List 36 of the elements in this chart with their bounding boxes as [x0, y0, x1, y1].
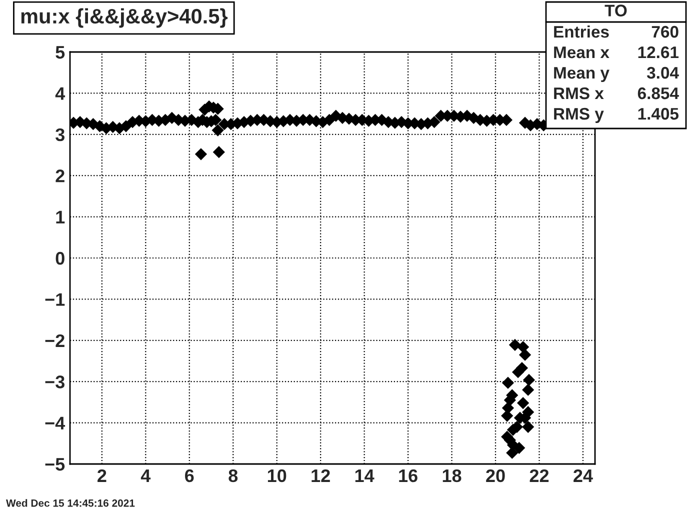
text: TO [604, 4, 627, 16]
text: 760 [652, 26, 678, 38]
y-tick-label: −2 [45, 334, 64, 347]
x-tick-label: 22 [530, 469, 549, 482]
y-tick-label: 3 [56, 128, 64, 142]
y-tick-label: −5 [45, 458, 65, 471]
x-tick-label: 8 [228, 469, 238, 482]
x-tick-label: 2 [98, 469, 106, 482]
y-tick-label: 4 [55, 87, 66, 100]
y-tick-label: −4 [45, 416, 66, 430]
x-tick-label: 24 [574, 469, 593, 482]
annotation: Mean y [554, 67, 610, 82]
text: 3.04 [646, 66, 679, 79]
x-tick-label: 14 [355, 470, 374, 482]
annotation: RMS x [554, 87, 604, 100]
chart-title: mu:x {i&&j&&y>40.5} [21, 8, 228, 28]
x-tick-label: 12 [312, 469, 330, 482]
annotation: Mean x [554, 46, 610, 58]
y-tick-label: 1 [56, 210, 65, 224]
x-tick-label: 16 [399, 469, 418, 482]
y-tick-label: 0 [56, 252, 64, 265]
text: 6.854 [638, 87, 679, 100]
text: Wed Dec 15 14:45:16 2021 [6, 499, 135, 507]
x-tick-label: 6 [185, 469, 194, 482]
text: Entries [554, 25, 609, 38]
x-tick-label: 18 [442, 469, 462, 482]
y-tick-label: −1 [45, 293, 65, 306]
y-tick-label: −3 [45, 376, 64, 388]
text: 1.405 [638, 108, 679, 120]
text: 12.61 [638, 46, 679, 58]
y-tick-label: 5 [56, 46, 65, 59]
y-tick-label: 2 [56, 170, 64, 182]
x-tick-label: 4 [140, 470, 151, 482]
x-tick-label: 20 [486, 469, 505, 482]
x-tick-label: 10 [268, 469, 286, 482]
annotation: RMS y [554, 108, 604, 124]
